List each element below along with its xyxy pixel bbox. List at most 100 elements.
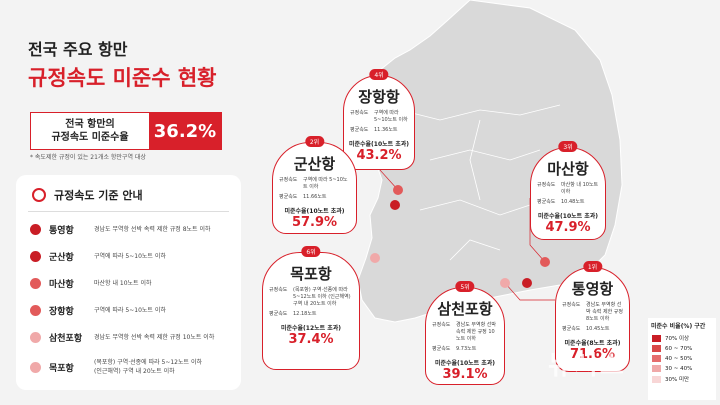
info-row: 평균속도 9.73노트 — [432, 346, 498, 353]
port-card: 5위 삼천포항 규정속도 경남도 무역항 선박 속력 제한 규정 10노트 이하 평균속… — [425, 281, 505, 385]
guide-desc: (목포항) 구역·선종에 따라 5~12노트 이하 (인근해역) 구역 내 20노… — [94, 358, 202, 376]
port-name: 삼천포항 — [437, 300, 493, 318]
info-label: 규정속도 — [432, 322, 451, 328]
rate-value: 39.1% — [442, 367, 488, 382]
info-value: 9.73노트 — [456, 346, 477, 352]
color-dot — [30, 277, 41, 289]
info-label: 평균속도 — [537, 199, 556, 205]
rate-value: 47.9% — [545, 220, 591, 235]
port-name: 목포항 — [290, 265, 332, 283]
info-label: 평균속도 — [350, 127, 369, 133]
info-row: 평균속도 10.48노트 — [537, 199, 599, 206]
info-value: (목포항) 구역·선종에 따라 5~12노트 이하 (인근해역) 구역 내 20… — [293, 287, 351, 307]
guide-item: 마산항 마산항 내 10노트 이하 — [30, 273, 235, 293]
swatch — [652, 355, 661, 362]
guide-item: 삼천포항 경남도 무역항 선박 속력 제한 규정 10노트 이하 — [30, 327, 235, 347]
note: * 속도제한 규정이 있는 21개소 항만구역 대상 — [30, 154, 146, 161]
guide-port: 통영항 — [49, 225, 74, 236]
color-dot — [30, 304, 41, 316]
rate-value: 71.6% — [569, 347, 616, 362]
rate-value: 37.4% — [288, 332, 334, 347]
legend-item: 40 ~ 50% — [652, 355, 712, 362]
swatch — [652, 365, 661, 372]
summary-box: 전국 항만의 규정속도 미준수율 36.2% — [30, 112, 222, 150]
info-row: 규정속도 구역에 따라 5~10노트 이하 — [279, 177, 350, 191]
info-row: 평균속도 12.18노트 — [269, 311, 353, 318]
guide-port: 삼천포항 — [49, 333, 83, 344]
info-value: 10.45노트 — [586, 326, 610, 332]
info-value: 11.36노트 — [374, 127, 398, 133]
leader-line — [504, 282, 555, 301]
legend-item: 30 ~ 40% — [652, 365, 712, 372]
guide-title: 규정속도 기준 안내 — [54, 189, 143, 202]
info-value: 경남도 무역항 선박 속력 제한 규정 8노트 이하 — [586, 302, 623, 322]
port-dot — [370, 253, 380, 263]
guide-panel: 규정속도 기준 안내 통영항 경남도 무역항 선박 속력 제한 규정 8노트 이하… — [16, 175, 241, 390]
info-value: 11.66노트 — [303, 194, 327, 200]
rate-label: 미준수율(8노트 초과) — [564, 340, 621, 347]
info-label: 평균속도 — [279, 194, 298, 200]
port-card: 3위 마산항 규정속도 마산항 내 10노트 이하 평균속도 10.48노트 미준수율(10… — [530, 141, 606, 240]
legend-item: 60 ~ 70% — [652, 345, 712, 352]
rate-label: 미준수율(12노트 초과) — [280, 325, 342, 332]
legend: 미준수 비율(%) 구간 70% 이상 60 ~ 70% 40 ~ 50% 30… — [648, 318, 716, 400]
port-name: 마산항 — [547, 160, 589, 178]
guide-desc: 마산항 내 10노트 이하 — [94, 279, 152, 287]
summary-label-line: 전국 항만의 — [65, 119, 115, 130]
guide-item: 통영항 경남도 무역항 선박 속력 제한 규정 8노트 이하 — [30, 219, 235, 239]
info-row: 규정속도 구역에 따라 5~10노트 이하 — [350, 110, 408, 124]
guide-port: 마산항 — [49, 279, 74, 290]
port-dot — [393, 185, 403, 195]
port-card: 6위 목포항 규정속도 (목포항) 구역·선종에 따라 5~12노트 이하 (인근해역… — [262, 246, 360, 370]
guide-desc: 경남도 무역항 선박 속력 제한 규정 8노트 이하 — [94, 225, 211, 233]
port-dot — [522, 278, 532, 288]
port-card: 2위 군산항 규정속도 구역에 따라 5~10노트 이하 평균속도 11.66노트 미준수율… — [272, 136, 357, 234]
rank-badge: 3위 — [558, 141, 578, 152]
color-dot — [30, 331, 41, 343]
guide-port: 군산항 — [49, 252, 74, 263]
port-name: 장항항 — [358, 88, 400, 106]
rank-badge: 4위 — [369, 69, 389, 80]
rate-label: 미준수율(10노트 초과) — [348, 141, 410, 148]
info-label: 평균속도 — [269, 311, 288, 317]
swatch — [652, 334, 661, 342]
legend-label: 30% 미만 — [665, 377, 690, 383]
guide-desc-line: (인근해역) 구역 내 20노트 이하 — [94, 368, 175, 375]
rate-value: 43.2% — [356, 148, 402, 163]
region-borders — [399, 104, 561, 261]
subtitle: 전국 주요 항만 — [28, 40, 128, 59]
info-row: 평균속도 11.36노트 — [350, 127, 408, 134]
port-dot — [390, 200, 400, 210]
port-name: 군산항 — [293, 155, 336, 173]
guide-desc-line: (목포항) 구역·선종에 따라 5~12노트 이하 — [94, 359, 202, 366]
info-label: 규정속도 — [537, 182, 556, 188]
gauge-icon — [32, 188, 46, 202]
rate-label: 미준수율(10노트 초과) — [284, 208, 345, 215]
info-label: 규정속도 — [562, 302, 581, 308]
legend-label: 70% 이상 — [665, 336, 690, 342]
info-row: 평균속도 11.66노트 — [279, 194, 350, 201]
guide-item: 군산항 구역에 따라 5~10노트 이하 — [30, 246, 235, 266]
swatch — [652, 375, 661, 383]
summary-label: 전국 항만의 규정속도 미준수율 — [31, 113, 149, 149]
rate-label: 미준수율(10노트 초과) — [537, 213, 599, 220]
info-row: 규정속도 (목포항) 구역·선종에 따라 5~12노트 이하 (인근해역) 구역 … — [269, 287, 353, 308]
info-value: 구역에 따라 5~10노트 이하 — [374, 110, 408, 123]
rate-label: 미준수율(10노트 초과) — [434, 360, 496, 367]
port-name: 통영항 — [571, 280, 614, 298]
info-label: 평균속도 — [562, 326, 581, 332]
guide-title-row: 규정속도 기준 안내 — [32, 187, 143, 203]
info-row: 규정속도 경남도 무역항 선박 속력 제한 규정 10노트 이하 — [432, 322, 498, 343]
legend-item: 70% 이상 — [652, 334, 712, 342]
watermark: 뉴시스 — [548, 351, 626, 381]
legend-item: 30% 미만 — [652, 375, 712, 383]
rank-badge: 1위 — [582, 261, 603, 272]
info-label: 규정속도 — [279, 177, 298, 183]
guide-desc: 구역에 따라 5~10노트 이하 — [94, 306, 166, 314]
info-label: 규정속도 — [269, 287, 288, 293]
